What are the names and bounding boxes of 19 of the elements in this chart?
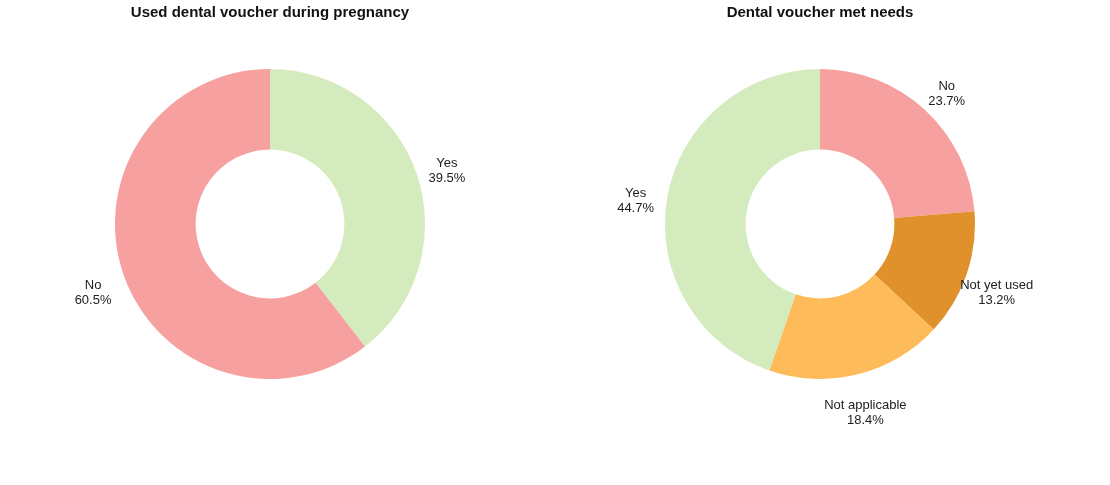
data-label: 23.7% <box>928 93 966 109</box>
chart-title: Dental voucher met needs <box>726 3 914 20</box>
donut-slice <box>270 69 425 347</box>
data-label: 18.4% <box>846 412 885 428</box>
slice-label: Not applicable <box>824 397 907 413</box>
data-label: 39.5% <box>428 170 466 186</box>
donut-slice <box>820 69 975 218</box>
data-label: 60.5% <box>74 291 112 307</box>
chart-title: Used dental voucher during pregnancy <box>130 3 410 20</box>
donut-slice <box>665 69 820 371</box>
slice-label: Yes <box>436 155 459 171</box>
donut-slice <box>769 274 934 379</box>
slice-label: Not yet used <box>960 277 1034 293</box>
donut-slice <box>115 69 365 379</box>
data-label: 13.2% <box>978 292 1016 308</box>
slice-label: Yes <box>624 185 647 201</box>
data-label: 44.7% <box>617 200 655 216</box>
slice-label: No <box>84 276 102 292</box>
slice-label: No <box>938 78 956 94</box>
